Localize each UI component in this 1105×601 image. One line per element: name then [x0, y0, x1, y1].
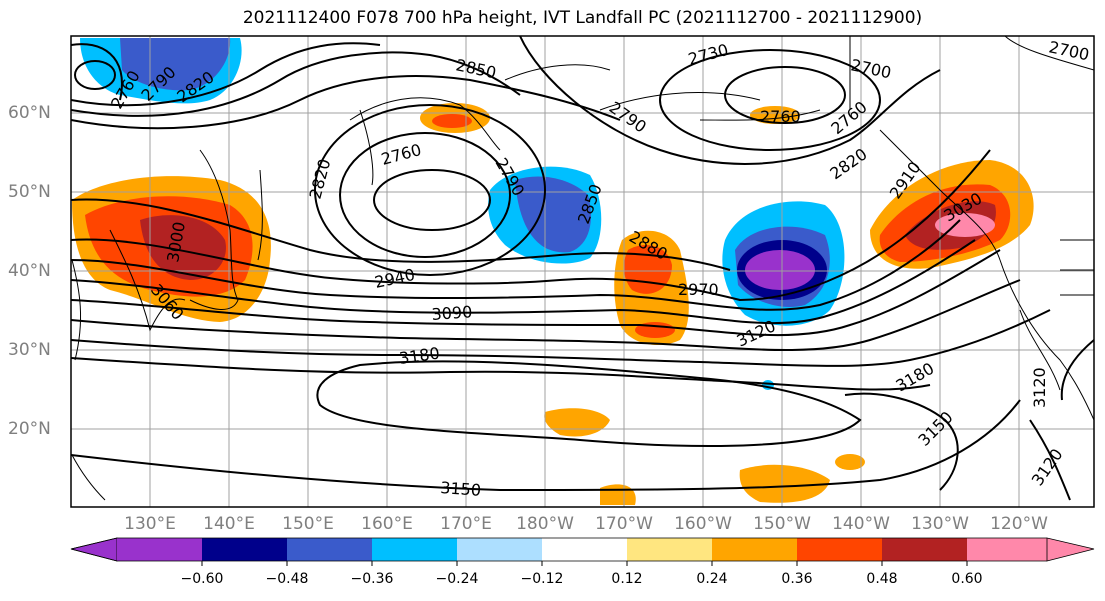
colorbar-swatch [967, 538, 1047, 561]
colorbar-tick-label: −0.60 [180, 571, 224, 587]
colorbar-swatch [797, 538, 882, 561]
colorbar-tick-label: −0.36 [350, 571, 394, 587]
lon-label: 130°E [124, 514, 176, 534]
lon-label: 160°W [674, 514, 732, 534]
colorbar-swatch [882, 538, 967, 561]
colorbar-swatch [712, 538, 797, 561]
contour-label: 3120 [1030, 367, 1049, 408]
colorbar-swatch [372, 538, 457, 561]
contour-label: 3150 [440, 478, 482, 500]
height-contours [71, 36, 1094, 501]
colorbar-swatch [70, 537, 118, 562]
colorbar-tick-label: −0.24 [435, 571, 479, 587]
colorbar-tick-label: 0.12 [611, 571, 643, 587]
map-title: 2021112400 F078 700 hPa height, IVT Land… [242, 8, 923, 28]
colorbar-swatch [457, 538, 542, 561]
lon-label: 140°E [203, 514, 255, 534]
lon-label: 150°W [753, 514, 811, 534]
colorbar-tick-label: 0.60 [951, 571, 983, 587]
colorbar-swatch [287, 538, 372, 561]
colorbar [70, 537, 1095, 566]
grid-lines [71, 36, 1094, 507]
colorbar-swatch [1046, 537, 1095, 562]
contour-label: 2790 [606, 98, 650, 137]
contour-label: 2820 [826, 144, 870, 183]
contour-label: 2820 [306, 157, 335, 201]
colorbar-tick-label: −0.12 [520, 571, 564, 587]
contour-label: 2700 [1047, 37, 1091, 64]
colorbar-tick-label: 0.48 [866, 571, 898, 587]
colorbar-swatch [202, 538, 287, 561]
contour-label: 3090 [431, 302, 473, 324]
colorbar-tick-label: −0.48 [265, 571, 309, 587]
lat-label-60n: 60°N [8, 103, 51, 123]
colorbar-swatch [542, 538, 627, 561]
lon-label: 140°W [832, 514, 890, 534]
contour-label: 2760 [760, 107, 801, 126]
lat-label-50n: 50°N [8, 182, 51, 202]
lon-label: 130°W [911, 514, 969, 534]
contour-label: 3180 [398, 343, 441, 367]
colorbar-swatch [627, 538, 712, 561]
lon-label: 180°W [516, 514, 574, 534]
colorbar-tick-label: 0.24 [696, 571, 728, 587]
contour-label: 2760 [827, 97, 870, 138]
lon-label: 170°E [440, 514, 492, 534]
contour-label: 3180 [893, 359, 938, 396]
colorbar-swatch [117, 538, 202, 561]
colorbar-tick-label: 0.36 [781, 571, 813, 587]
contour-label: 2940 [373, 265, 417, 292]
lat-label-30n: 30°N [8, 340, 51, 360]
contour-label: 2730 [686, 40, 730, 69]
lon-label: 150°E [282, 514, 334, 534]
lat-label-40n: 40°N [8, 261, 51, 281]
contour-label: 2970 [678, 280, 719, 299]
contour-label: 2760 [379, 140, 423, 169]
lon-label: 120°W [990, 514, 1048, 534]
map-frame [70, 35, 1095, 508]
lat-label-20n: 20°N [8, 419, 51, 439]
coastlines [71, 36, 1094, 501]
lon-label: 170°W [595, 514, 653, 534]
lon-label: 160°E [361, 514, 413, 534]
contour-label: 3120 [1028, 445, 1067, 489]
contour-label: 2700 [849, 55, 893, 82]
